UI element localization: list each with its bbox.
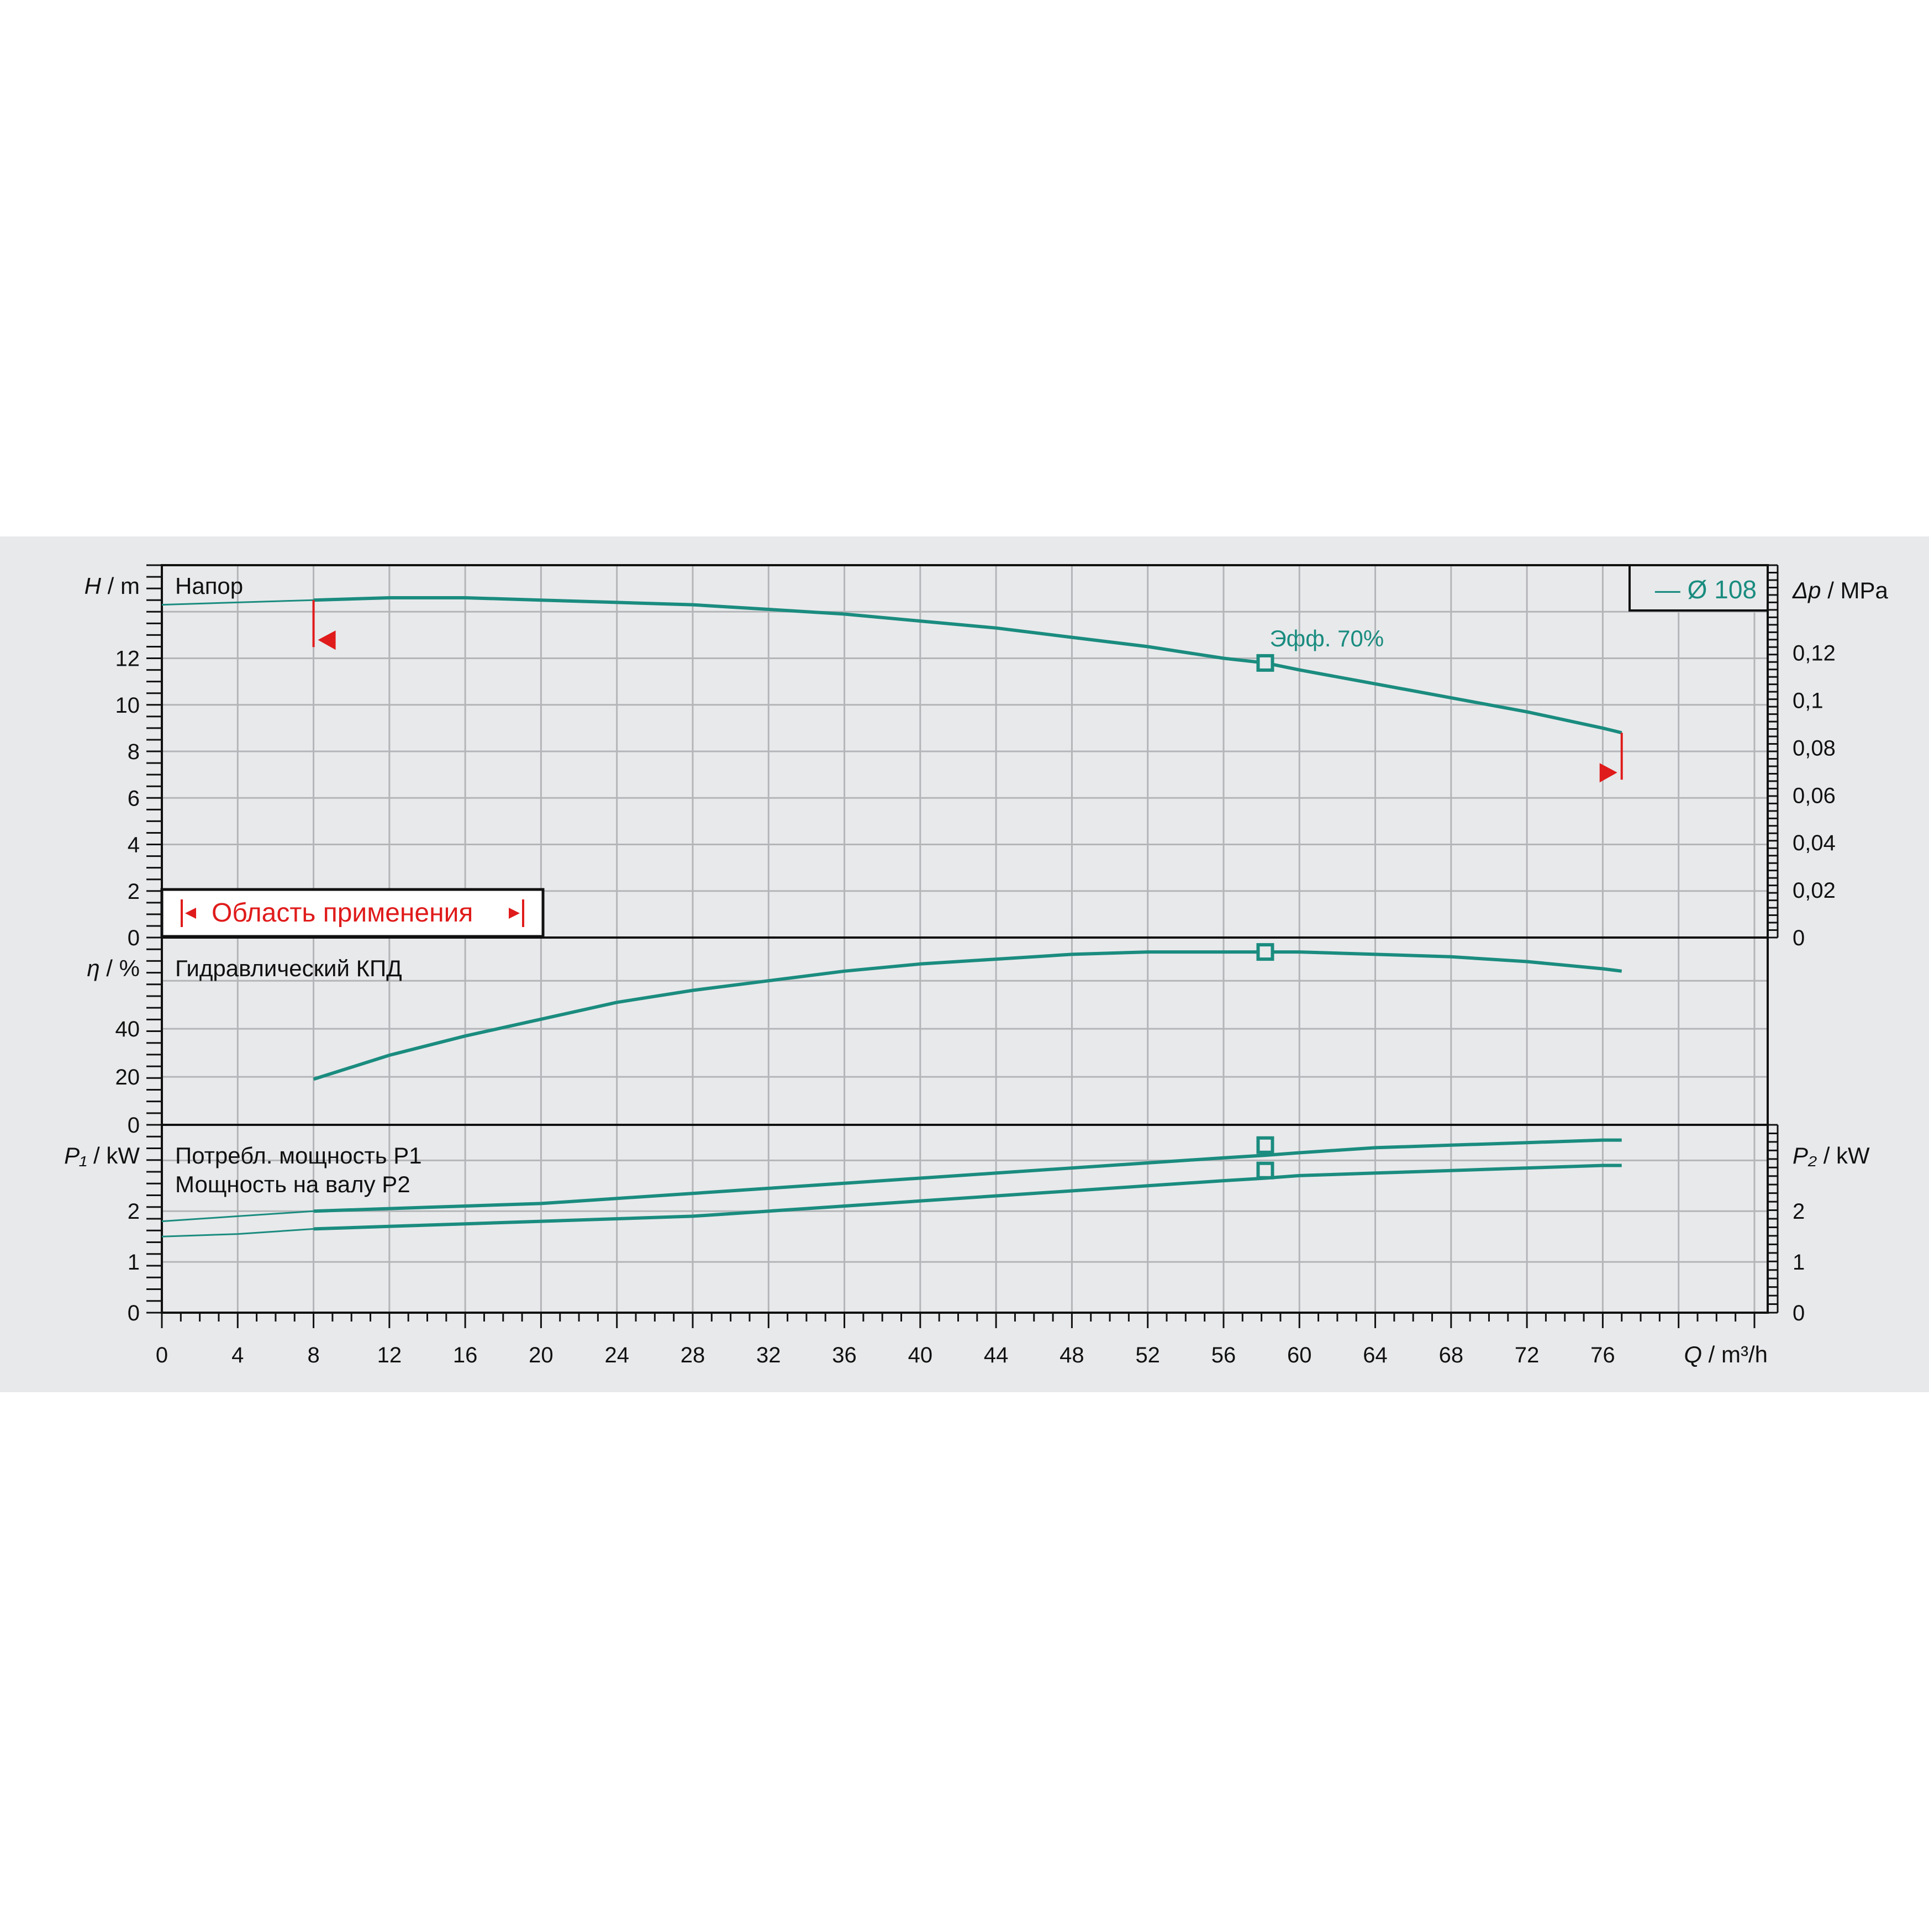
x-tick-label: 36: [832, 1343, 857, 1367]
efficiency-duty-marker: [1256, 943, 1274, 961]
x-tick-label: 16: [453, 1343, 478, 1367]
pressure-tick-label: 0,1: [1793, 688, 1823, 713]
p1-duty-marker: [1256, 1136, 1274, 1154]
pressure-tick-label: 0: [1793, 926, 1805, 950]
x-tick-label: 60: [1287, 1343, 1312, 1367]
p1-curve: [313, 1138, 1622, 1213]
power-tick-label: 0: [128, 1301, 140, 1325]
x-axis-title: Q / m³/h: [1684, 1341, 1768, 1367]
p1-curve-outside-range: [161, 1210, 314, 1223]
x-tick-label: 44: [984, 1343, 1009, 1367]
efficiency-tick-label: 20: [115, 1065, 140, 1089]
range-legend-label: Область применения: [212, 898, 473, 928]
range-legend-left-arrow: [185, 908, 196, 919]
p2-tick-label: 0: [1793, 1301, 1805, 1325]
pressure-tick-label: 0,04: [1793, 831, 1836, 855]
efficiency-tick-label: 0: [128, 1113, 140, 1138]
efficiency-panel-title: Гидравлический КПД: [175, 955, 402, 981]
head-tick-label: 0: [128, 926, 140, 950]
x-tick-label: 48: [1060, 1343, 1084, 1367]
head-tick-label: 4: [128, 833, 140, 857]
range-legend-right-arrow: [509, 908, 520, 919]
pressure-tick-label: 0,08: [1793, 736, 1836, 760]
x-tick-label: 52: [1135, 1343, 1160, 1367]
efficiency-tick-label: 40: [115, 1017, 140, 1041]
chart-band: [0, 536, 1929, 1392]
p2-panel-title: Мощность на валу P2: [175, 1171, 410, 1197]
p1-panel-title: Потребл. мощность P1: [175, 1143, 422, 1168]
x-tick-label: 20: [529, 1343, 554, 1367]
duty-point-label: Эфф. 70%: [1269, 625, 1384, 651]
range-start-arrow: [318, 630, 336, 650]
head-curve: [313, 596, 1622, 735]
pressure-axis-title: Δp / MPa: [1792, 577, 1889, 603]
head-panel-title: Напор: [175, 573, 243, 599]
x-tick-label: 68: [1439, 1343, 1464, 1367]
p2-tick-label: 2: [1793, 1199, 1805, 1224]
x-tick-label: 40: [908, 1343, 933, 1367]
p1-axis-title: P₁ / kW: [64, 1143, 140, 1168]
head-tick-label: 12: [115, 647, 140, 671]
head-tick-label: 8: [128, 740, 140, 764]
x-tick-label: 76: [1590, 1343, 1615, 1367]
efficiency-curve: [313, 950, 1622, 1081]
x-tick-label: 72: [1515, 1343, 1540, 1367]
head-axis-title: H / m: [85, 573, 140, 599]
head-tick-label: 6: [128, 786, 140, 810]
power-tick-label: 2: [128, 1199, 140, 1224]
legend-box: [1628, 564, 1769, 612]
x-tick-label: 64: [1363, 1343, 1388, 1367]
x-tick-label: 0: [156, 1343, 168, 1367]
x-tick-label: 56: [1211, 1343, 1236, 1367]
legend-label: — Ø 108: [1655, 575, 1757, 604]
head-duty-marker: [1256, 654, 1274, 672]
x-tick-label: 12: [377, 1343, 402, 1367]
pressure-tick-label: 0,02: [1793, 878, 1836, 903]
p2-curve: [313, 1164, 1622, 1231]
head-tick-label: 2: [128, 880, 140, 904]
x-tick-label: 8: [307, 1343, 319, 1367]
pressure-tick-label: 0,12: [1793, 641, 1836, 666]
p2-curve-outside-range: [161, 1228, 314, 1238]
x-tick-label: 24: [604, 1343, 629, 1367]
head-tick-label: 10: [115, 693, 140, 718]
range-legend-box: [160, 888, 545, 938]
head-curve-outside-range: [161, 599, 314, 606]
x-tick-label: 28: [681, 1343, 705, 1367]
power-tick-label: 1: [128, 1250, 140, 1275]
plot-frame: [161, 564, 1769, 1314]
p2-tick-label: 1: [1793, 1250, 1805, 1275]
p2-axis-title: P₂ / kW: [1793, 1143, 1870, 1168]
pressure-tick-label: 0,06: [1793, 783, 1836, 808]
efficiency-axis-title: η / %: [87, 955, 140, 981]
range-end-arrow: [1599, 763, 1617, 783]
p2-duty-marker: [1256, 1161, 1274, 1180]
x-tick-label: 32: [756, 1343, 781, 1367]
x-tick-label: 4: [231, 1343, 244, 1367]
